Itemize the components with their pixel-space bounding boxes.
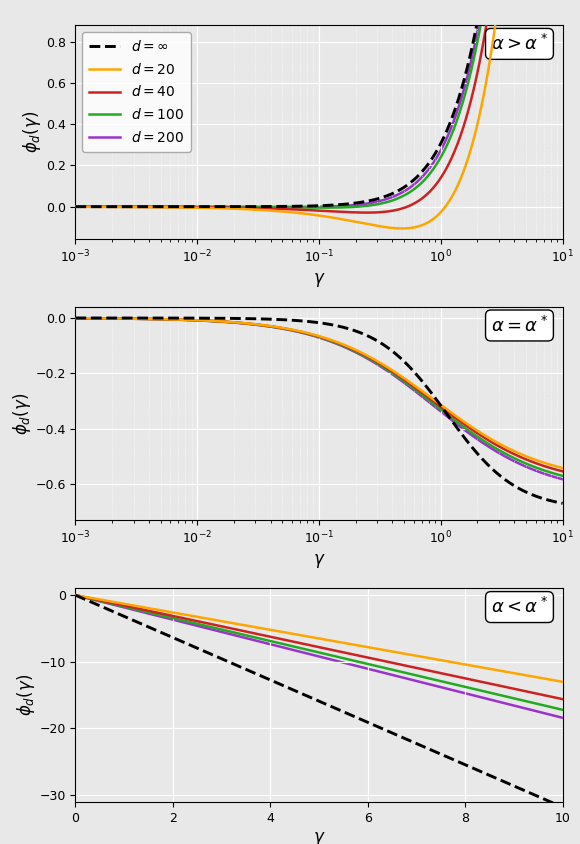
Text: $\alpha < \alpha^*$: $\alpha < \alpha^*$	[491, 597, 548, 617]
Legend: $d=\infty$, $d=20$, $d=40$, $d=100$, $d=200$: $d=\infty$, $d=20$, $d=40$, $d=100$, $d=…	[82, 32, 191, 152]
X-axis label: $\gamma$: $\gamma$	[313, 552, 325, 570]
Text: $\alpha = \alpha^*$: $\alpha = \alpha^*$	[491, 316, 548, 336]
X-axis label: $\gamma$: $\gamma$	[313, 271, 325, 289]
Y-axis label: $\phi_d(\gamma)$: $\phi_d(\gamma)$	[21, 111, 43, 153]
Y-axis label: $\phi_d(\gamma)$: $\phi_d(\gamma)$	[14, 674, 37, 717]
X-axis label: $\gamma$: $\gamma$	[313, 830, 325, 844]
Text: $\alpha > \alpha^*$: $\alpha > \alpha^*$	[491, 34, 548, 54]
Y-axis label: $\phi_d(\gamma)$: $\phi_d(\gamma)$	[10, 392, 32, 435]
